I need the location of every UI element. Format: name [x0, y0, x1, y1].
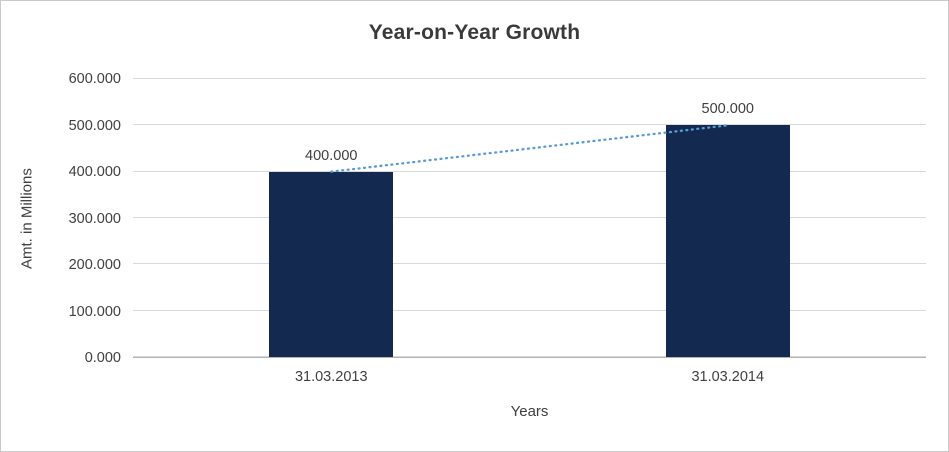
y-tick-label: 600.000: [68, 71, 121, 87]
x-tick-label: 31.03.2013: [294, 369, 368, 385]
x-axis-title: Years: [510, 403, 549, 420]
y-tick-label: 0.000: [84, 350, 121, 366]
gridline: [133, 170, 926, 172]
y-tick-label: 100.000: [68, 303, 121, 320]
gridline: [133, 78, 926, 79]
plot-area: 400.000 500.000: [133, 78, 926, 358]
y-tick-label: 400.000: [68, 164, 121, 180]
trendline: [330, 124, 729, 173]
bar-31.03.2013: [269, 171, 394, 357]
gridline: [133, 217, 926, 218]
y-axis-labels: 0.000 100.000 200.000 300.000 400.000 500.000…: [1, 71, 121, 366]
x-tick-label: 31.03.2014: [691, 369, 765, 385]
y-tick-label: 300.000: [68, 210, 121, 227]
data-label: 400.000: [305, 147, 358, 164]
gridline: [133, 356, 926, 357]
y-tick-label: 200.000: [68, 257, 121, 273]
gridline: [133, 263, 926, 265]
gridline: [133, 124, 926, 126]
y-tick-label: 500.000: [68, 117, 121, 134]
x-axis-labels: 31.03.2013 31.03.2014: [133, 369, 926, 389]
bar-31.03.2014: [665, 125, 790, 357]
data-label: 500.000: [701, 101, 754, 118]
chart-title: Year-on-Year Growth: [368, 21, 581, 44]
gridline: [133, 309, 926, 311]
